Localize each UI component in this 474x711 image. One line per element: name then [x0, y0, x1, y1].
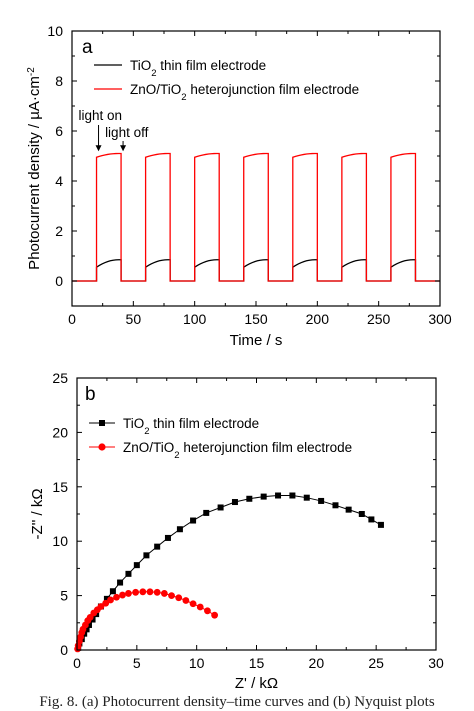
legend-label-a: TiO2 thin film electrode	[130, 58, 266, 79]
x-tick-label-b: 15	[249, 655, 265, 671]
figure-caption: Fig. 8. (a) Photocurrent density–time cu…	[39, 694, 435, 710]
legend-marker-square	[99, 420, 105, 426]
legend-label-b: ZnO/TiO2 heterojunction film electrode	[123, 440, 352, 461]
data-point-circle	[119, 591, 126, 599]
series-line-b0	[77, 495, 382, 648]
data-point-square	[164, 534, 171, 541]
data-point-square	[231, 499, 238, 506]
data-point-square	[154, 543, 161, 550]
x-tick-label-a: 300	[428, 311, 452, 327]
data-point-square	[125, 570, 132, 577]
data-point-square	[85, 621, 92, 628]
data-point-circle	[204, 607, 211, 615]
data-point-square	[83, 626, 90, 633]
data-point-square	[289, 492, 296, 499]
y-tick-label-b: 25	[52, 370, 68, 386]
data-point-square	[133, 562, 140, 569]
panel-label-a: a	[82, 37, 93, 58]
data-point-circle	[175, 594, 183, 602]
data-point-circle	[107, 596, 114, 604]
y-tick-label-b: 15	[52, 479, 68, 495]
x-tick-label-a: 100	[183, 311, 207, 327]
data-point-circle	[146, 588, 154, 596]
data-point-square	[117, 579, 124, 586]
panel-label-b: b	[85, 384, 96, 405]
y-tick-label-b: 5	[60, 588, 68, 604]
data-point-circle	[132, 588, 140, 596]
x-tick-label-a: 0	[68, 311, 76, 327]
arrowhead-light-on	[95, 145, 102, 152]
legend-marker-circle	[98, 443, 106, 451]
data-point-circle	[168, 592, 175, 599]
data-point-square	[318, 497, 325, 504]
x-tick-label-a: 200	[306, 311, 330, 327]
data-point-circle	[102, 599, 110, 607]
data-point-square	[345, 506, 352, 513]
y-tick-label-a: 8	[55, 73, 63, 89]
data-point-square	[260, 493, 267, 500]
data-point-square	[303, 494, 310, 501]
y-tick-label-b: 10	[52, 533, 68, 549]
data-point-circle	[153, 588, 161, 596]
data-point-square	[176, 526, 183, 533]
legend-label-b: TiO2 thin film electrode	[123, 416, 259, 437]
y-tick-label-a: 2	[55, 223, 63, 239]
y-axis-label-a: Photocurrent density / µA·cm-2	[26, 67, 44, 270]
y-tick-label-a: 4	[55, 173, 63, 189]
annotation-light-on: light on	[79, 108, 123, 123]
series-line-a1	[72, 152, 440, 282]
data-point-circle	[211, 611, 219, 619]
arrowhead-light-off	[120, 145, 127, 152]
chart-b: 0 5 10 15 20 25 30 0 5 10 15 20 25 Z' / kΩ -Z'' / kΩ b T…	[29, 370, 444, 692]
data-point-square	[109, 588, 116, 595]
data-point-square	[377, 521, 384, 528]
data-point-square	[103, 595, 110, 602]
data-point-square	[332, 502, 339, 509]
annotation-light-off: light off	[105, 125, 149, 140]
x-axis-label-b: Z' / kΩ	[235, 675, 278, 692]
y-tick-label-b: 20	[52, 424, 68, 440]
data-point-circle	[182, 597, 190, 604]
y-axis-label-b: -Z'' / kΩ	[29, 488, 46, 539]
y-tick-label-a: 0	[55, 273, 63, 289]
data-point-square	[358, 511, 365, 517]
x-tick-label-b: 20	[309, 655, 325, 671]
data-point-circle	[113, 593, 120, 601]
data-point-square	[246, 495, 253, 502]
data-point-square	[217, 504, 224, 511]
x-tick-label-a: 50	[126, 311, 142, 327]
data-point-square	[190, 517, 197, 524]
data-point-square	[275, 492, 282, 499]
x-tick-label-b: 10	[189, 655, 205, 671]
y-tick-label-a: 10	[47, 23, 63, 39]
y-tick-label-a: 6	[55, 123, 63, 139]
data-point-circle	[160, 590, 168, 597]
x-tick-label-a: 150	[244, 311, 268, 327]
data-point-circle	[139, 588, 147, 596]
data-point-circle	[125, 590, 132, 597]
series-line-a0	[72, 259, 440, 282]
chart-a: 0 50 100 150 200 250 300 0 2 4 6 8 10 Time / s Photocu…	[26, 23, 452, 349]
data-point-square	[368, 516, 375, 523]
data-point-square	[143, 552, 150, 559]
x-tick-label-b: 30	[428, 655, 444, 671]
x-tick-label-a: 250	[367, 311, 391, 327]
x-tick-label-b: 25	[368, 655, 384, 671]
x-tick-label-b: 0	[73, 655, 81, 671]
x-axis-label-a: Time / s	[230, 332, 283, 349]
data-point-circle	[196, 603, 204, 611]
data-point-circle	[97, 603, 105, 610]
series-line-b1	[77, 591, 215, 650]
x-tick-label-b: 5	[133, 655, 141, 671]
y-tick-label-b: 0	[60, 642, 68, 658]
legend-label-a: ZnO/TiO2 heterojunction film electrode	[130, 82, 359, 103]
data-point-square	[203, 509, 210, 516]
data-point-circle	[189, 600, 197, 608]
